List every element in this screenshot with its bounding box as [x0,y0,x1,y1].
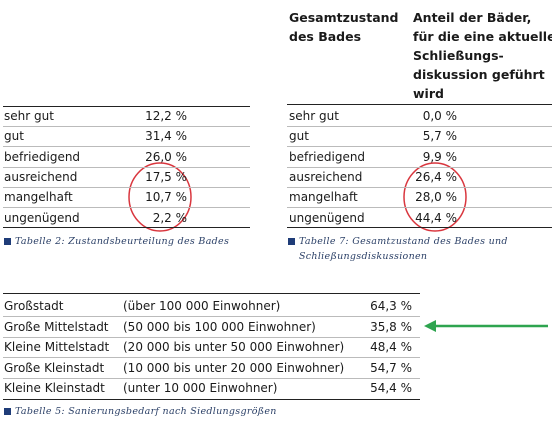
row-value: 10,7 % [145,190,187,205]
row-value: 26,4 % [415,169,457,184]
row-divider [3,357,420,358]
row-divider [3,186,250,188]
row-divider [3,207,250,209]
row-value: 0,0 % [422,109,457,123]
column-header: Schließungs- [413,48,504,63]
row-label: Große Kleinstadt [4,360,105,375]
row-value: 2,2 % [152,210,187,225]
column-header: für die eine aktuelle [413,29,552,44]
row-label: befriedigend [4,149,81,164]
caption-marker [4,238,11,245]
row-value: 28,0 % [415,190,457,205]
row-value: 26,0 % [145,149,187,164]
caption: Tabelle 5: Sanierungsbedarf nach Siedlun… [15,406,277,417]
row-divider [287,126,552,127]
table-rule [287,227,552,228]
row-label: Kleine Kleinstadt [4,381,105,395]
table-rule [287,104,552,105]
column-header: wird [413,86,444,101]
row-value: 12,2 % [145,109,187,123]
caption: Tabelle 2: Zustandsbeurteilung des Bades [15,236,230,247]
row-label: ungenügend [289,210,365,225]
row-divider [3,166,250,168]
row-divider [287,207,552,209]
row-label: ausreichend [289,169,363,184]
row-divider [3,146,250,148]
row-label: Kleine Mittelstadt [4,340,110,354]
row-value: 44,4 % [415,210,457,225]
column-header: Anteil der Bäder, [413,10,532,25]
column-header: des Bades [289,29,362,44]
row-label: gut [4,129,24,144]
row-divider [3,316,420,317]
row-range: (über 100 000 Einwohner) [123,299,281,313]
row-divider [287,146,552,148]
row-label: ausreichend [4,169,78,184]
arrow-head [424,320,436,332]
row-label: befriedigend [289,149,366,164]
column-header: diskussion geführt [413,67,545,82]
row-label: gut [289,129,309,144]
row-range: (50 000 bis 100 000 Einwohner) [123,319,316,334]
row-label: mangelhaft [4,190,73,205]
row-range: (10 000 bis unter 20 000 Einwohner) [123,360,345,375]
row-value: 31,4 % [145,129,187,144]
row-label: sehr gut [4,109,54,123]
column-header: Gesamtzustand [289,10,399,25]
row-value: 54,7 % [370,360,412,375]
caption: Schließungsdiskussionen [299,251,428,262]
row-range: (unter 10 000 Einwohner) [123,381,278,395]
row-divider [3,126,250,127]
row-label: sehr gut [289,109,339,123]
caption: Tabelle 7: Gesamtzustand des Bades und [299,236,508,247]
row-value: 35,8 % [370,319,412,334]
table-rule [3,227,250,228]
row-value: 9,9 % [422,149,457,164]
row-label: mangelhaft [289,190,358,205]
caption-marker [4,408,11,415]
table-rule [3,293,420,294]
table-rule [3,106,250,107]
row-divider [3,377,420,379]
row-value: 54,4 % [370,381,412,395]
caption-marker [288,238,295,245]
row-label: Großstadt [4,299,64,313]
row-value: 64,3 % [370,299,412,313]
row-value: 48,4 % [370,340,412,354]
row-label: ungenügend [4,210,80,225]
table-rule [3,399,420,400]
row-value: 5,7 % [422,129,457,144]
row-label: Große Mittelstadt [4,319,109,334]
row-value: 17,5 % [145,169,187,184]
row-range: (20 000 bis unter 50 000 Einwohner) [123,340,345,354]
row-divider [287,186,552,188]
row-divider [287,166,552,168]
row-divider [3,336,420,338]
